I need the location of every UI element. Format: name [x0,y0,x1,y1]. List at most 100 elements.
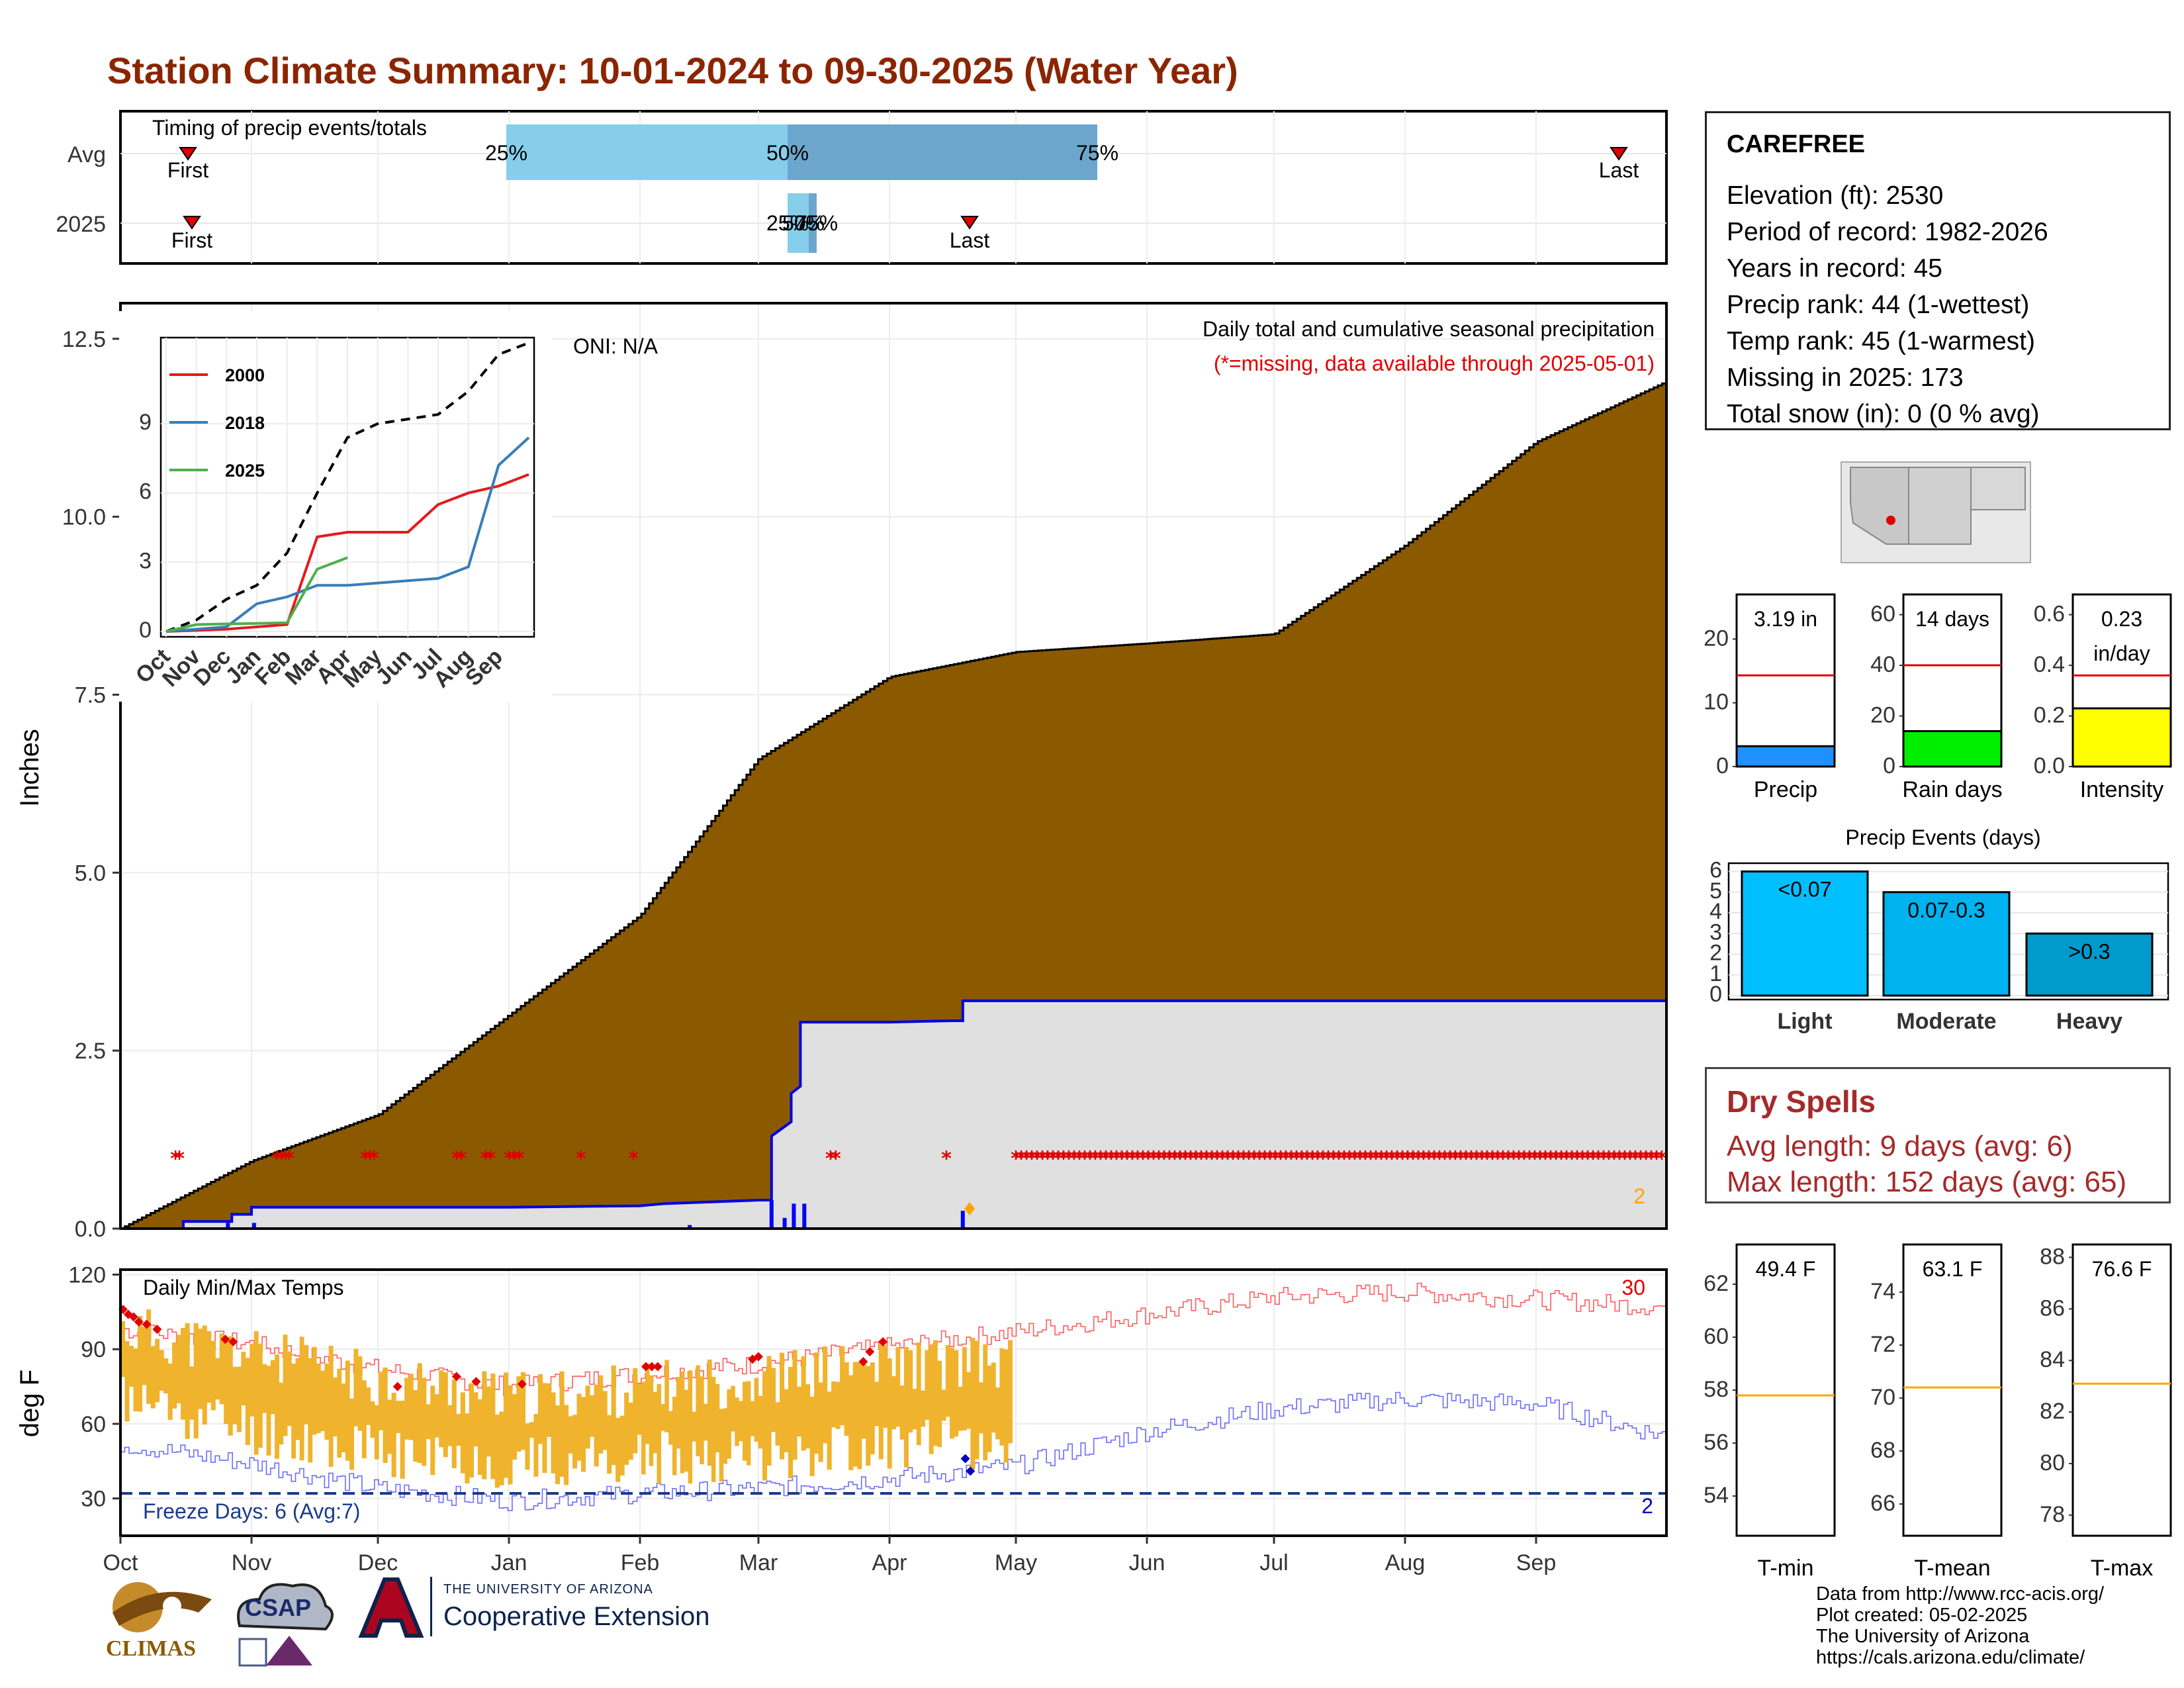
missing-marker: * [1307,1147,1318,1170]
month-label: Apr [872,1550,907,1575]
missing-marker: * [1154,1147,1164,1170]
temp-range-bar [715,1383,720,1453]
temp-box-ytick: 82 [2040,1399,2065,1424]
temp-range-bar [422,1378,427,1466]
temp-range-bar [456,1414,461,1446]
record-high-marker [134,1317,144,1327]
y2025-first-label: First [171,228,212,252]
temp-range-bar [611,1365,616,1466]
freeze-days-text: Freeze Days: 6 (Avg:7) [143,1499,360,1523]
missing-marker: * [480,1147,491,1170]
temp-ytick-label: 90 [81,1337,106,1362]
temp-range-bar [700,1376,704,1465]
dry-spells-box: Dry Spells Avg length: 9 days (avg: 6) M… [1705,1067,2171,1203]
temp-range-bar [503,1372,508,1478]
temp-range-bar [766,1356,772,1466]
avg-first-label: First [167,158,208,182]
missing-marker: * [1466,1147,1477,1170]
climas-logo: CLIMAS [99,1573,218,1672]
inset-legend: 2000 2018 2025 [169,365,265,481]
mini-bar-ytick: 0.0 [2034,753,2065,778]
missing-marker: * [1254,1147,1265,1170]
events-ytick: 4 [1709,899,1722,924]
temp-range-bar [542,1383,547,1473]
temp-ytick-label: 120 [68,1263,106,1288]
inset-legend-label: 2000 [225,365,265,385]
mini-bar-ytick: 0.6 [2034,602,2065,627]
temp-range-bar [345,1360,350,1461]
temp-range-bar [287,1351,292,1427]
temp-range-bar [443,1372,448,1458]
missing-marker: * [1545,1147,1556,1170]
temp-range-bar [619,1415,625,1476]
temp-box-ytick: 66 [1870,1491,1895,1516]
events-bar [1741,870,1869,997]
missing-marker: * [365,1147,376,1170]
temp-box-ytick: 68 [1870,1438,1895,1463]
temp-box-ytick: 72 [1870,1332,1895,1357]
temp-range-bar [547,1383,552,1437]
mini-bar-value-label: 0.23 [2101,607,2142,631]
missing-marker: * [1302,1147,1312,1170]
missing-marker: * [941,1147,952,1170]
missing-marker: * [1201,1147,1212,1170]
month-label: Jun [1129,1550,1165,1575]
temp-range-bar [138,1316,143,1412]
temp-range-bar [304,1344,308,1425]
inset-series-line [165,436,530,633]
temp-range-bar [529,1422,534,1438]
events-ytick: 2 [1709,941,1722,966]
temp-range-bar [447,1405,453,1446]
record-high-marker [641,1362,651,1372]
missing-marker: * [1085,1147,1095,1170]
events-ytick: 6 [1709,858,1722,883]
missing-marker: * [1159,1147,1169,1170]
events-category: Light [1777,1009,1832,1034]
temp-range-bar [719,1409,724,1482]
temp-range-bar [835,1382,841,1429]
temp-range-bar [861,1363,866,1439]
month-label: Sep [1516,1550,1557,1575]
missing-marker: * [1567,1147,1577,1170]
temp-range-bar [400,1401,405,1479]
missing-marker: * [284,1147,295,1170]
temp-range-bar [628,1402,633,1460]
month-label: Feb [621,1550,660,1575]
temp-range-bar [784,1389,789,1452]
mini-bar-ytick: 20 [1870,703,1895,728]
mini-bar-label: Precip [1754,777,1817,802]
temp-range-bar [299,1336,304,1461]
temp-range-bar [788,1366,794,1479]
temp-range-bar [490,1373,496,1479]
temp-range-bar [844,1362,849,1436]
precip-frame [119,302,1668,1230]
temp-box-ytick: 58 [1704,1377,1729,1402]
credit-line: https://cals.arizona.edu/climate/ [1816,1647,2085,1668]
temp-range-bar [564,1405,569,1485]
temp-range-bar [236,1366,242,1432]
record-high-marker [858,1357,868,1367]
temp-range-bar [970,1338,976,1470]
temp-range-bar [366,1387,371,1425]
missing-marker: * [1641,1147,1651,1170]
mini-bar-value [2071,707,2172,768]
mini-bar-label: Intensity [2080,777,2164,802]
month-axis: Oct Nov Dec Jan Feb Mar Apr May Jun Jul Aug Sep [103,1536,1557,1575]
daily-precip-bar [960,1211,965,1229]
mini-bar-value-label: 14 days [1915,607,1989,631]
missing-marker: * [1477,1147,1487,1170]
month-label: May [995,1550,1037,1575]
temp-range-bar [805,1384,811,1449]
record-high-marker [451,1372,461,1382]
record-high-marker [471,1377,481,1387]
avg-first-marker [179,147,197,161]
events-title: Precip Events (days) [1845,825,2040,849]
temp-range-bar [206,1331,212,1403]
mini-bar-ytick: 0 [1883,753,1895,778]
mini-bar-ytick: 40 [1870,652,1895,677]
temp-range-bar [270,1360,275,1415]
temp-range-bar [537,1374,543,1444]
oni-label: ONI: N/A [573,334,659,358]
temp-range-bar [958,1386,963,1431]
temp-range-bar [1008,1340,1013,1444]
